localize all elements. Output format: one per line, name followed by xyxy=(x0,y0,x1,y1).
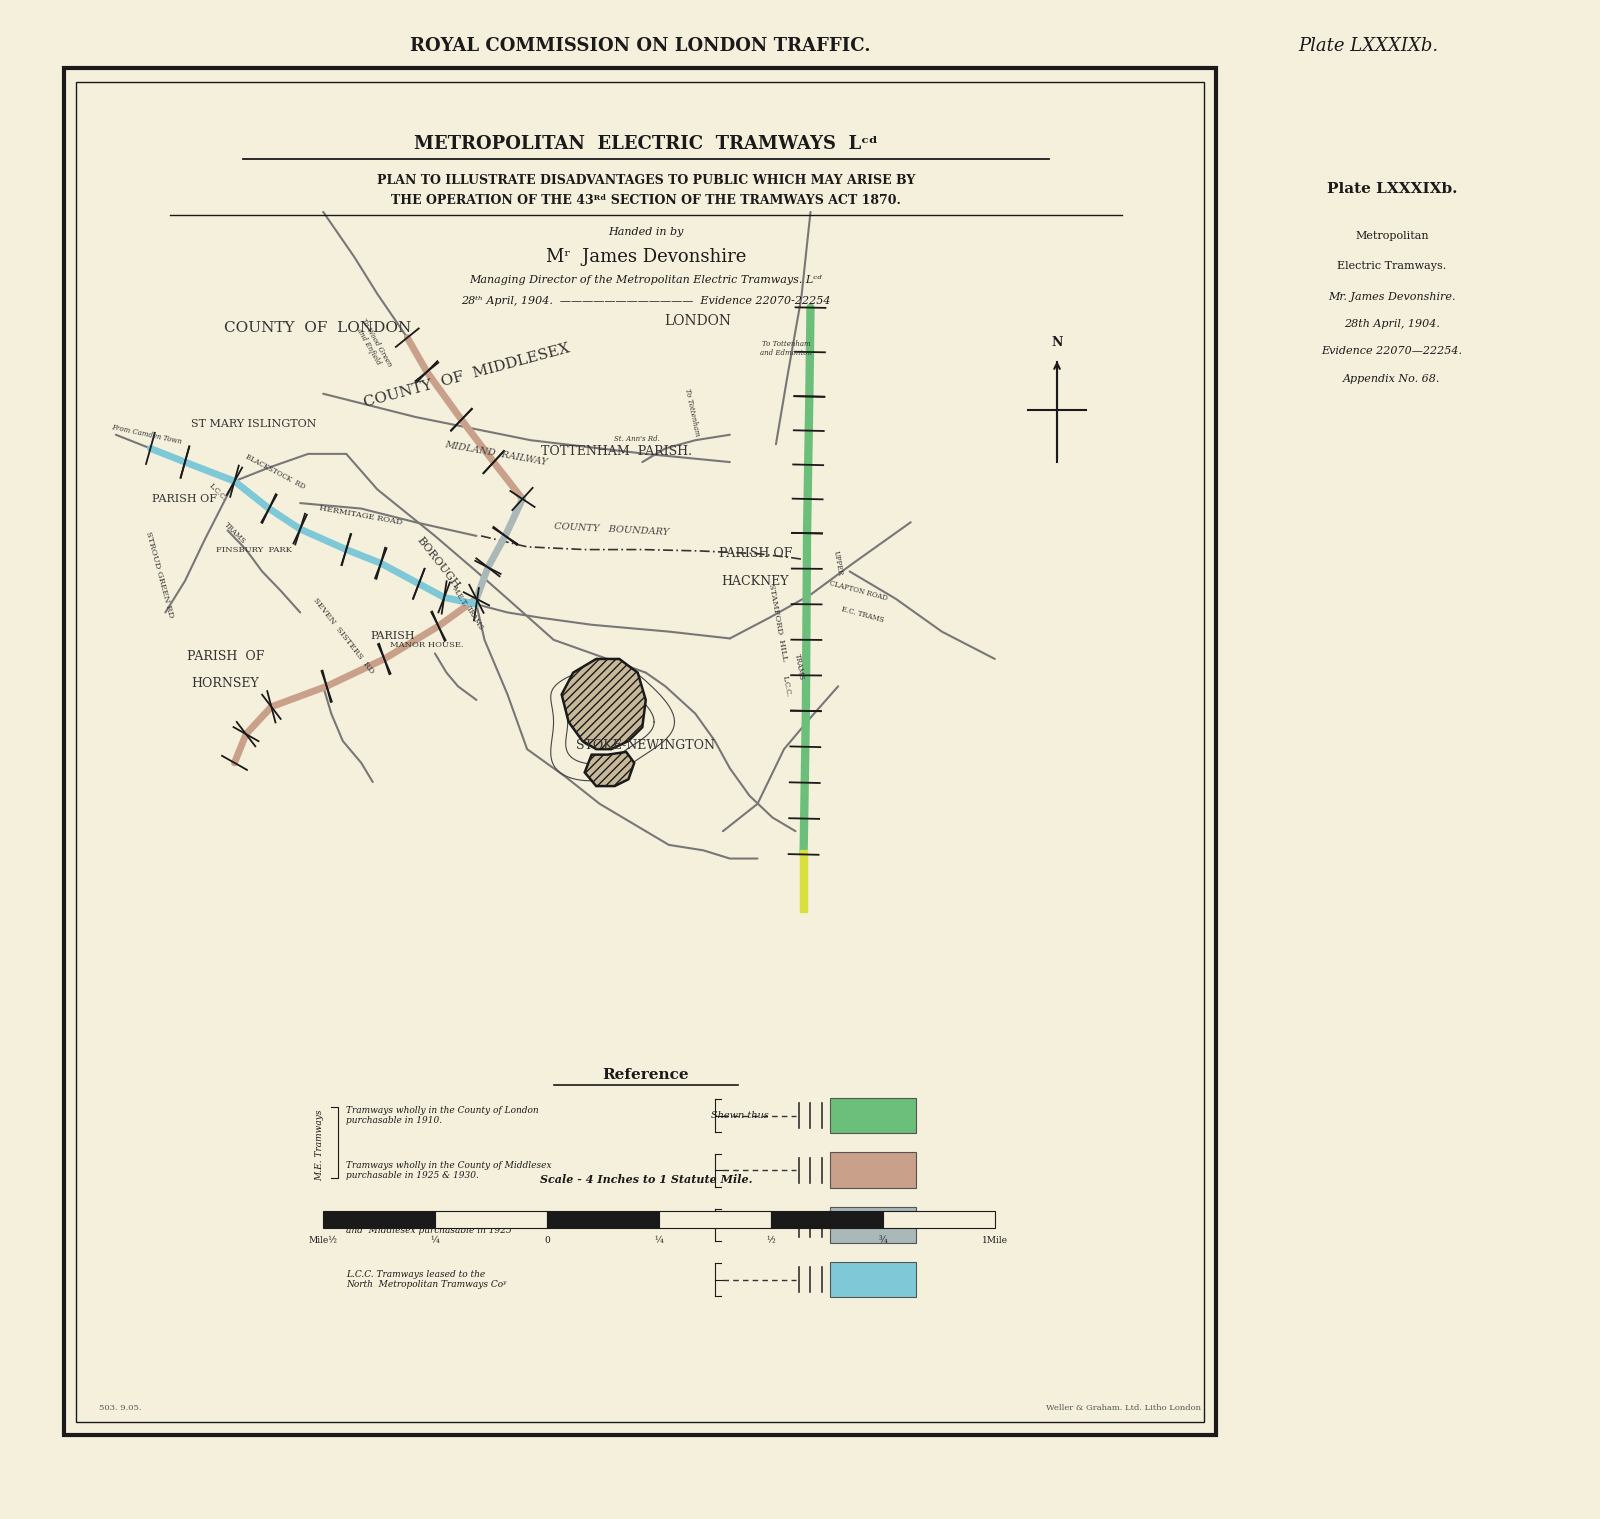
Text: St. Ann's Rd.: St. Ann's Rd. xyxy=(614,434,659,444)
Polygon shape xyxy=(584,752,634,787)
Text: Metropolitan: Metropolitan xyxy=(1355,231,1429,242)
Text: To Wood Green
and Enfield: To Wood Green and Enfield xyxy=(352,316,394,372)
Bar xyxy=(547,1211,659,1227)
Text: PARISH: PARISH xyxy=(370,630,414,641)
Text: ST MARY ISLINGTON: ST MARY ISLINGTON xyxy=(192,419,317,428)
Text: MIDLAND  RAILWAY: MIDLAND RAILWAY xyxy=(443,441,549,468)
Bar xyxy=(883,1211,995,1227)
Bar xyxy=(830,1262,917,1297)
Bar xyxy=(771,1211,883,1227)
Text: Weller & Graham. Ltd. Litho London: Weller & Graham. Ltd. Litho London xyxy=(1046,1404,1202,1413)
Text: 1Mile: 1Mile xyxy=(982,1236,1008,1246)
Text: COUNTY  OF  MIDDLESEX: COUNTY OF MIDDLESEX xyxy=(363,342,571,410)
Text: 0: 0 xyxy=(544,1236,550,1246)
Text: M.E. Tramways: M.E. Tramways xyxy=(315,1110,325,1182)
Text: COUNTY  OF  LONDON: COUNTY OF LONDON xyxy=(224,321,411,336)
Text: M.E.T.: M.E.T. xyxy=(450,585,469,608)
Text: L.C.C. Tramways leased to the
North  Metropolitan Tramways Coʸ: L.C.C. Tramways leased to the North Metr… xyxy=(346,1270,507,1290)
Text: 28th April, 1904.: 28th April, 1904. xyxy=(1344,319,1440,330)
Text: 503. 9.05.: 503. 9.05. xyxy=(99,1404,141,1413)
Bar xyxy=(659,1211,771,1227)
Text: ½: ½ xyxy=(766,1236,776,1246)
Text: HORNSEY: HORNSEY xyxy=(192,677,259,690)
Text: To Tottenham: To Tottenham xyxy=(683,389,701,437)
Text: HACKNEY: HACKNEY xyxy=(722,574,789,588)
Text: HERMITAGE ROAD: HERMITAGE ROAD xyxy=(318,504,403,527)
Text: PARISH OF: PARISH OF xyxy=(152,494,218,504)
Text: CLAPTON ROAD: CLAPTON ROAD xyxy=(829,579,890,602)
Text: FINSBURY  PARK: FINSBURY PARK xyxy=(216,545,293,553)
Text: STAMFORD  HILL: STAMFORD HILL xyxy=(768,583,789,661)
Text: PARISH OF: PARISH OF xyxy=(718,547,792,561)
Text: Scale - 4 Inches to 1 Statute Mile.: Scale - 4 Inches to 1 Statute Mile. xyxy=(539,1174,752,1185)
Text: Mr. James Devonshire.: Mr. James Devonshire. xyxy=(1328,292,1456,302)
Text: Plate LXXXIXb.: Plate LXXXIXb. xyxy=(1298,36,1438,55)
Text: To Tottenham
and Edmonton: To Tottenham and Edmonton xyxy=(760,340,813,357)
Text: L.C.C.: L.C.C. xyxy=(206,482,227,503)
Bar xyxy=(830,1208,917,1243)
Text: BLACKSTOCK  RD: BLACKSTOCK RD xyxy=(243,453,306,491)
Text: ROYAL COMMISSION ON LONDON TRAFFIC.: ROYAL COMMISSION ON LONDON TRAFFIC. xyxy=(410,36,870,55)
Text: TRAMS: TRAMS xyxy=(464,605,486,632)
Text: TOTTENHAM  PARISH.: TOTTENHAM PARISH. xyxy=(541,445,693,457)
Text: STOKE-NEWINGTON: STOKE-NEWINGTON xyxy=(576,738,715,752)
Text: Mʳ  James Devonshire: Mʳ James Devonshire xyxy=(546,248,746,266)
Bar xyxy=(830,1153,917,1188)
Text: Evidence 22070—22254.: Evidence 22070—22254. xyxy=(1322,346,1462,357)
Text: N: N xyxy=(1051,336,1062,349)
Text: Appendix No. 68.: Appendix No. 68. xyxy=(1344,374,1440,384)
Text: From Camden Town: From Camden Town xyxy=(110,424,182,447)
Text: ¼: ¼ xyxy=(430,1236,440,1246)
Text: COUNTY   BOUNDARY: COUNTY BOUNDARY xyxy=(554,521,669,536)
Text: PLAN TO ILLUSTRATE DISADVANTAGES TO PUBLIC WHICH MAY ARISE BY: PLAN TO ILLUSTRATE DISADVANTAGES TO PUBL… xyxy=(376,175,915,187)
Text: Tramways wholly in the County of Middlesex
purchasable in 1925 & 1930.: Tramways wholly in the County of Middles… xyxy=(346,1161,552,1180)
Text: THE OPERATION OF THE 43ᴿᵈ SECTION OF THE TRAMWAYS ACT 1870.: THE OPERATION OF THE 43ᴿᵈ SECTION OF THE… xyxy=(390,194,901,208)
Text: Plate LXXXIXb.: Plate LXXXIXb. xyxy=(1326,182,1458,196)
Text: LONDON: LONDON xyxy=(664,314,731,328)
Bar xyxy=(435,1211,547,1227)
Text: L.C.C.: L.C.C. xyxy=(781,674,792,697)
Text: Mile½: Mile½ xyxy=(309,1236,338,1246)
Text: Reference: Reference xyxy=(603,1068,690,1082)
Text: ¼: ¼ xyxy=(654,1236,664,1246)
Text: Shewn thus: Shewn thus xyxy=(712,1110,770,1120)
Text: TRAMS: TRAMS xyxy=(792,653,805,681)
Text: Tramways wholly in the County of London
purchasable in 1910.: Tramways wholly in the County of London … xyxy=(346,1106,539,1126)
Bar xyxy=(323,1211,435,1227)
Text: ¾: ¾ xyxy=(878,1236,888,1246)
Text: 28ᵗʰ April, 1904.  ————————————  Evidence 22070-22254: 28ᵗʰ April, 1904. ———————————— Evidence … xyxy=(461,296,830,305)
Text: STROUD GREEN RD: STROUD GREEN RD xyxy=(144,530,174,618)
Bar xyxy=(830,1098,917,1133)
Text: MANOR HOUSE.: MANOR HOUSE. xyxy=(390,641,464,649)
Text: Handed in by: Handed in by xyxy=(608,228,683,237)
Text: E.C. TRAMS: E.C. TRAMS xyxy=(840,606,885,624)
Text: Electric Tramways.: Electric Tramways. xyxy=(1338,261,1446,272)
Text: Tramways partly in the Counties of London
and  Middlesex purchasable in 1925: Tramways partly in the Counties of Londo… xyxy=(346,1215,544,1235)
Text: UPPER: UPPER xyxy=(832,550,845,576)
Text: SEVEN  SISTERS  RD: SEVEN SISTERS RD xyxy=(312,595,376,676)
Text: METROPOLITAN  ELECTRIC  TRAMWAYS  Lᶜᵈ: METROPOLITAN ELECTRIC TRAMWAYS Lᶜᵈ xyxy=(414,135,878,152)
Text: BOROUGH: BOROUGH xyxy=(414,535,462,591)
Text: TRAMS: TRAMS xyxy=(222,521,246,545)
Text: Managing Director of the Metropolitan Electric Tramways. Lᶜᵈ: Managing Director of the Metropolitan El… xyxy=(469,275,822,286)
Text: PARISH  OF: PARISH OF xyxy=(187,650,264,662)
Polygon shape xyxy=(562,659,646,749)
